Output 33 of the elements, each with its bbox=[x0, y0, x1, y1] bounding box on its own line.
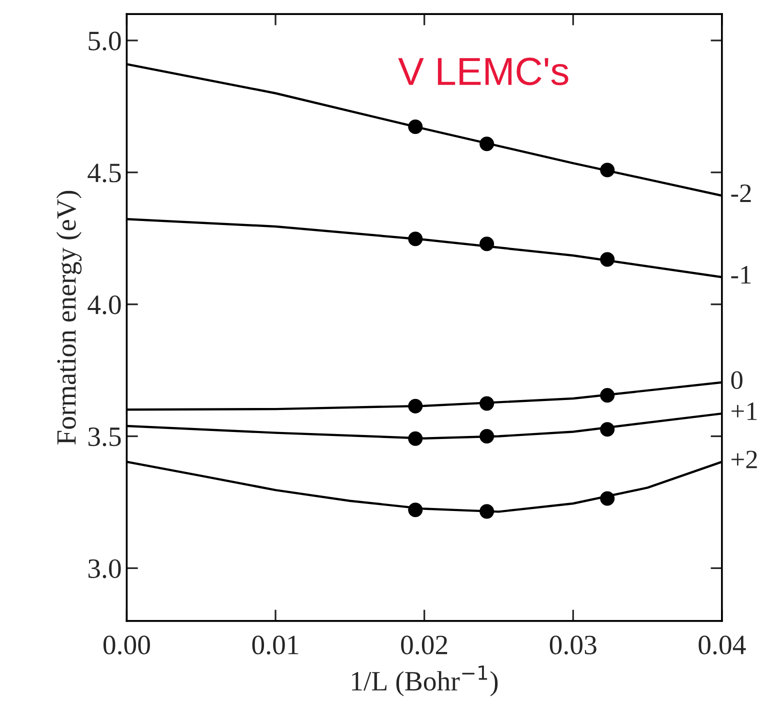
x-tick-label: 0.00 bbox=[103, 636, 150, 654]
series-label: +2 bbox=[732, 450, 757, 468]
series-label: -2 bbox=[731, 184, 751, 202]
point bbox=[408, 398, 423, 414]
point bbox=[480, 428, 494, 444]
point bbox=[600, 162, 615, 178]
point bbox=[480, 236, 494, 252]
x-tick-label: 0.04 bbox=[698, 636, 746, 654]
series-label: -1 bbox=[731, 266, 751, 284]
y-axis-title: Formation energy (eV) bbox=[56, 190, 82, 445]
point bbox=[408, 502, 423, 518]
point bbox=[600, 491, 615, 506]
y-tick-label: 5.0 bbox=[88, 32, 121, 50]
point bbox=[408, 431, 423, 446]
point bbox=[480, 504, 494, 519]
x-axis-title: 1/L (Bohr$^{−1}$) bbox=[352, 666, 498, 696]
x-tick-label: 0.03 bbox=[550, 636, 596, 654]
point bbox=[600, 422, 615, 437]
point bbox=[480, 396, 494, 411]
annotation: V LEMC's bbox=[398, 58, 568, 86]
series-label: 0 bbox=[731, 371, 742, 390]
y-tick-label: 4.0 bbox=[88, 295, 121, 314]
point bbox=[600, 252, 615, 267]
point bbox=[600, 388, 615, 403]
series-label: +1 bbox=[732, 402, 757, 420]
x-tick-label: 0.02 bbox=[401, 636, 448, 654]
point bbox=[480, 136, 494, 152]
y-tick-label: 4.5 bbox=[88, 164, 121, 182]
point bbox=[408, 232, 423, 246]
x-tick-label: 0.01 bbox=[252, 636, 298, 654]
point bbox=[408, 119, 423, 134]
y-tick-label: 3.5 bbox=[88, 427, 121, 446]
y-tick-label: 3.0 bbox=[88, 559, 121, 578]
